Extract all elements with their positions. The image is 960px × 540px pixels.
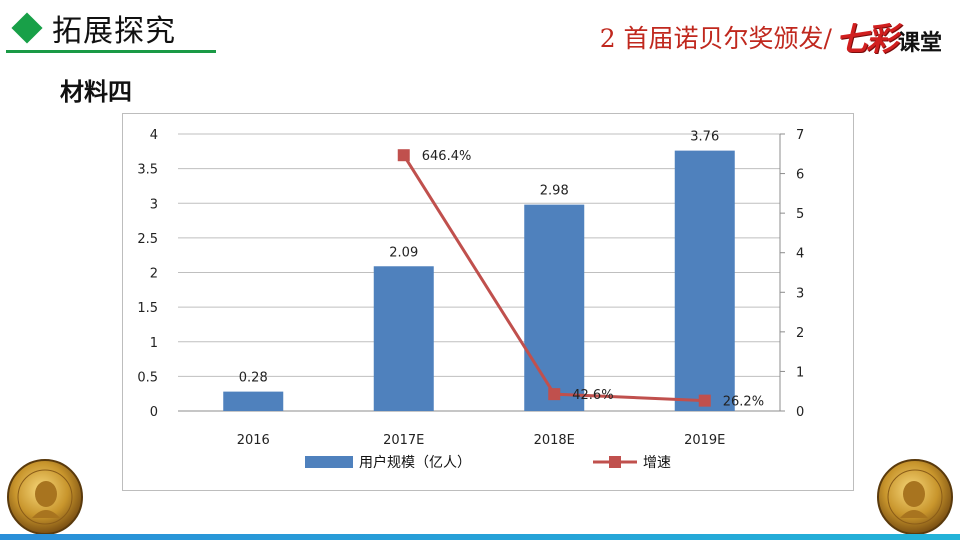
growth-value-label: 26.2% [723, 395, 764, 410]
legend-bar-swatch [305, 456, 353, 468]
section-title: 拓展探究 [52, 14, 176, 49]
bar-value-label: 2.98 [540, 184, 569, 199]
y-left-tick-label: 3.5 [137, 163, 158, 178]
bar-value-label: 3.76 [690, 130, 719, 145]
y-left-tick-label: 0 [150, 405, 158, 420]
y-left-tick-label: 1.5 [137, 301, 158, 316]
y-right-tick-label: 1 [796, 365, 804, 380]
bar-value-label: 2.09 [389, 245, 418, 260]
x-category-label: 2017E [383, 433, 424, 448]
section-underline [6, 50, 216, 53]
section-header: 拓展探究 [8, 6, 176, 50]
y-right-tick-label: 4 [796, 247, 804, 262]
bar [223, 391, 284, 411]
x-category-label: 2019E [684, 433, 725, 448]
lesson-title: 2 首届诺贝尔奖颁发/ [599, 24, 832, 53]
legend-line-label: 增速 [643, 455, 671, 471]
legend-bar-label: 用户规模（亿人） [359, 454, 471, 471]
chart-frame: 0 0.5 1 1.5 2 2.5 3 3.5 4 0 1 2 3 4 5 6 7 0.28 2.09 2.98 3.7… [122, 113, 854, 491]
nobel-medal-left-icon [7, 459, 83, 535]
y-left-tick-label: 1 [150, 336, 158, 351]
bar [373, 266, 434, 411]
legend-line-marker [609, 456, 621, 468]
lesson-header: 2 首届诺贝尔奖颁发/ 七彩 课堂 [600, 14, 942, 60]
nobel-medal-right-icon [877, 459, 953, 535]
y-left-tick-label: 2.5 [137, 232, 158, 247]
y-right-tick-label: 2 [796, 326, 804, 341]
growth-point-marker [397, 149, 410, 162]
material-subtitle: 材料四 [60, 78, 132, 106]
y-right-tick-label: 5 [796, 207, 804, 222]
x-category-label: 2018E [534, 433, 575, 448]
bar [524, 204, 585, 411]
y-right-tick-label: 6 [796, 168, 804, 183]
y-left-tick-label: 0.5 [137, 370, 158, 385]
y-right-tick-label: 0 [796, 405, 804, 420]
y-right-tick-label: 7 [796, 128, 804, 143]
y-left-tick-label: 4 [150, 128, 158, 143]
growth-point-marker [548, 388, 561, 401]
brand-logo-class: 课堂 [897, 31, 942, 56]
y-left-tick-label: 2 [150, 267, 158, 282]
bar-value-label: 0.28 [239, 371, 268, 386]
growth-value-label: 42.6% [572, 388, 613, 403]
combo-chart: 0 0.5 1 1.5 2 2.5 3 3.5 4 0 1 2 3 4 5 6 7 0.28 2.09 2.98 3.7… [137, 128, 804, 471]
brand-logo: 七彩 课堂 [836, 14, 942, 60]
brand-logo-seven: 七彩 [835, 20, 898, 58]
x-category-label: 2016 [237, 433, 270, 448]
growth-point-marker [698, 394, 711, 407]
y-right-tick-label: 3 [796, 286, 804, 301]
y-left-tick-label: 3 [150, 197, 158, 212]
bottom-accent-bar [0, 534, 960, 540]
growth-value-label: 646.4% [422, 149, 472, 164]
bar [674, 150, 735, 411]
diamond-bullet-icon [11, 12, 43, 44]
